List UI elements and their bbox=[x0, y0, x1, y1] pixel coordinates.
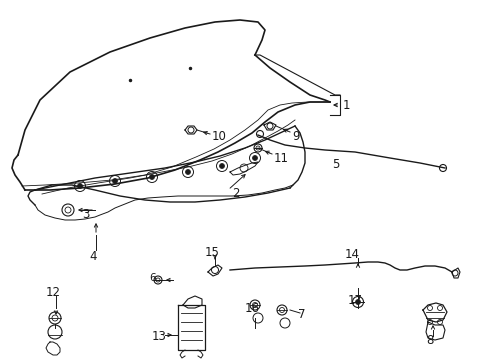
Text: 17: 17 bbox=[347, 293, 362, 306]
Circle shape bbox=[355, 300, 360, 305]
Text: 7: 7 bbox=[297, 309, 305, 321]
Circle shape bbox=[112, 179, 117, 184]
Text: 3: 3 bbox=[82, 207, 89, 220]
Text: 1: 1 bbox=[342, 99, 350, 112]
Text: 15: 15 bbox=[204, 247, 219, 260]
Text: 12: 12 bbox=[45, 287, 61, 300]
Text: 4: 4 bbox=[89, 249, 97, 262]
Text: 10: 10 bbox=[212, 130, 226, 143]
Text: 9: 9 bbox=[291, 130, 299, 143]
Text: 2: 2 bbox=[231, 186, 239, 199]
Text: 14: 14 bbox=[344, 248, 359, 261]
Circle shape bbox=[219, 163, 224, 168]
Text: 6: 6 bbox=[149, 273, 156, 283]
Circle shape bbox=[149, 175, 154, 180]
Circle shape bbox=[252, 156, 257, 161]
Circle shape bbox=[185, 170, 190, 175]
Text: 16: 16 bbox=[244, 302, 259, 315]
Text: 8: 8 bbox=[426, 333, 433, 346]
Circle shape bbox=[77, 184, 82, 189]
Text: 11: 11 bbox=[273, 152, 288, 165]
Text: 5: 5 bbox=[331, 158, 339, 171]
Text: 13: 13 bbox=[152, 329, 166, 342]
